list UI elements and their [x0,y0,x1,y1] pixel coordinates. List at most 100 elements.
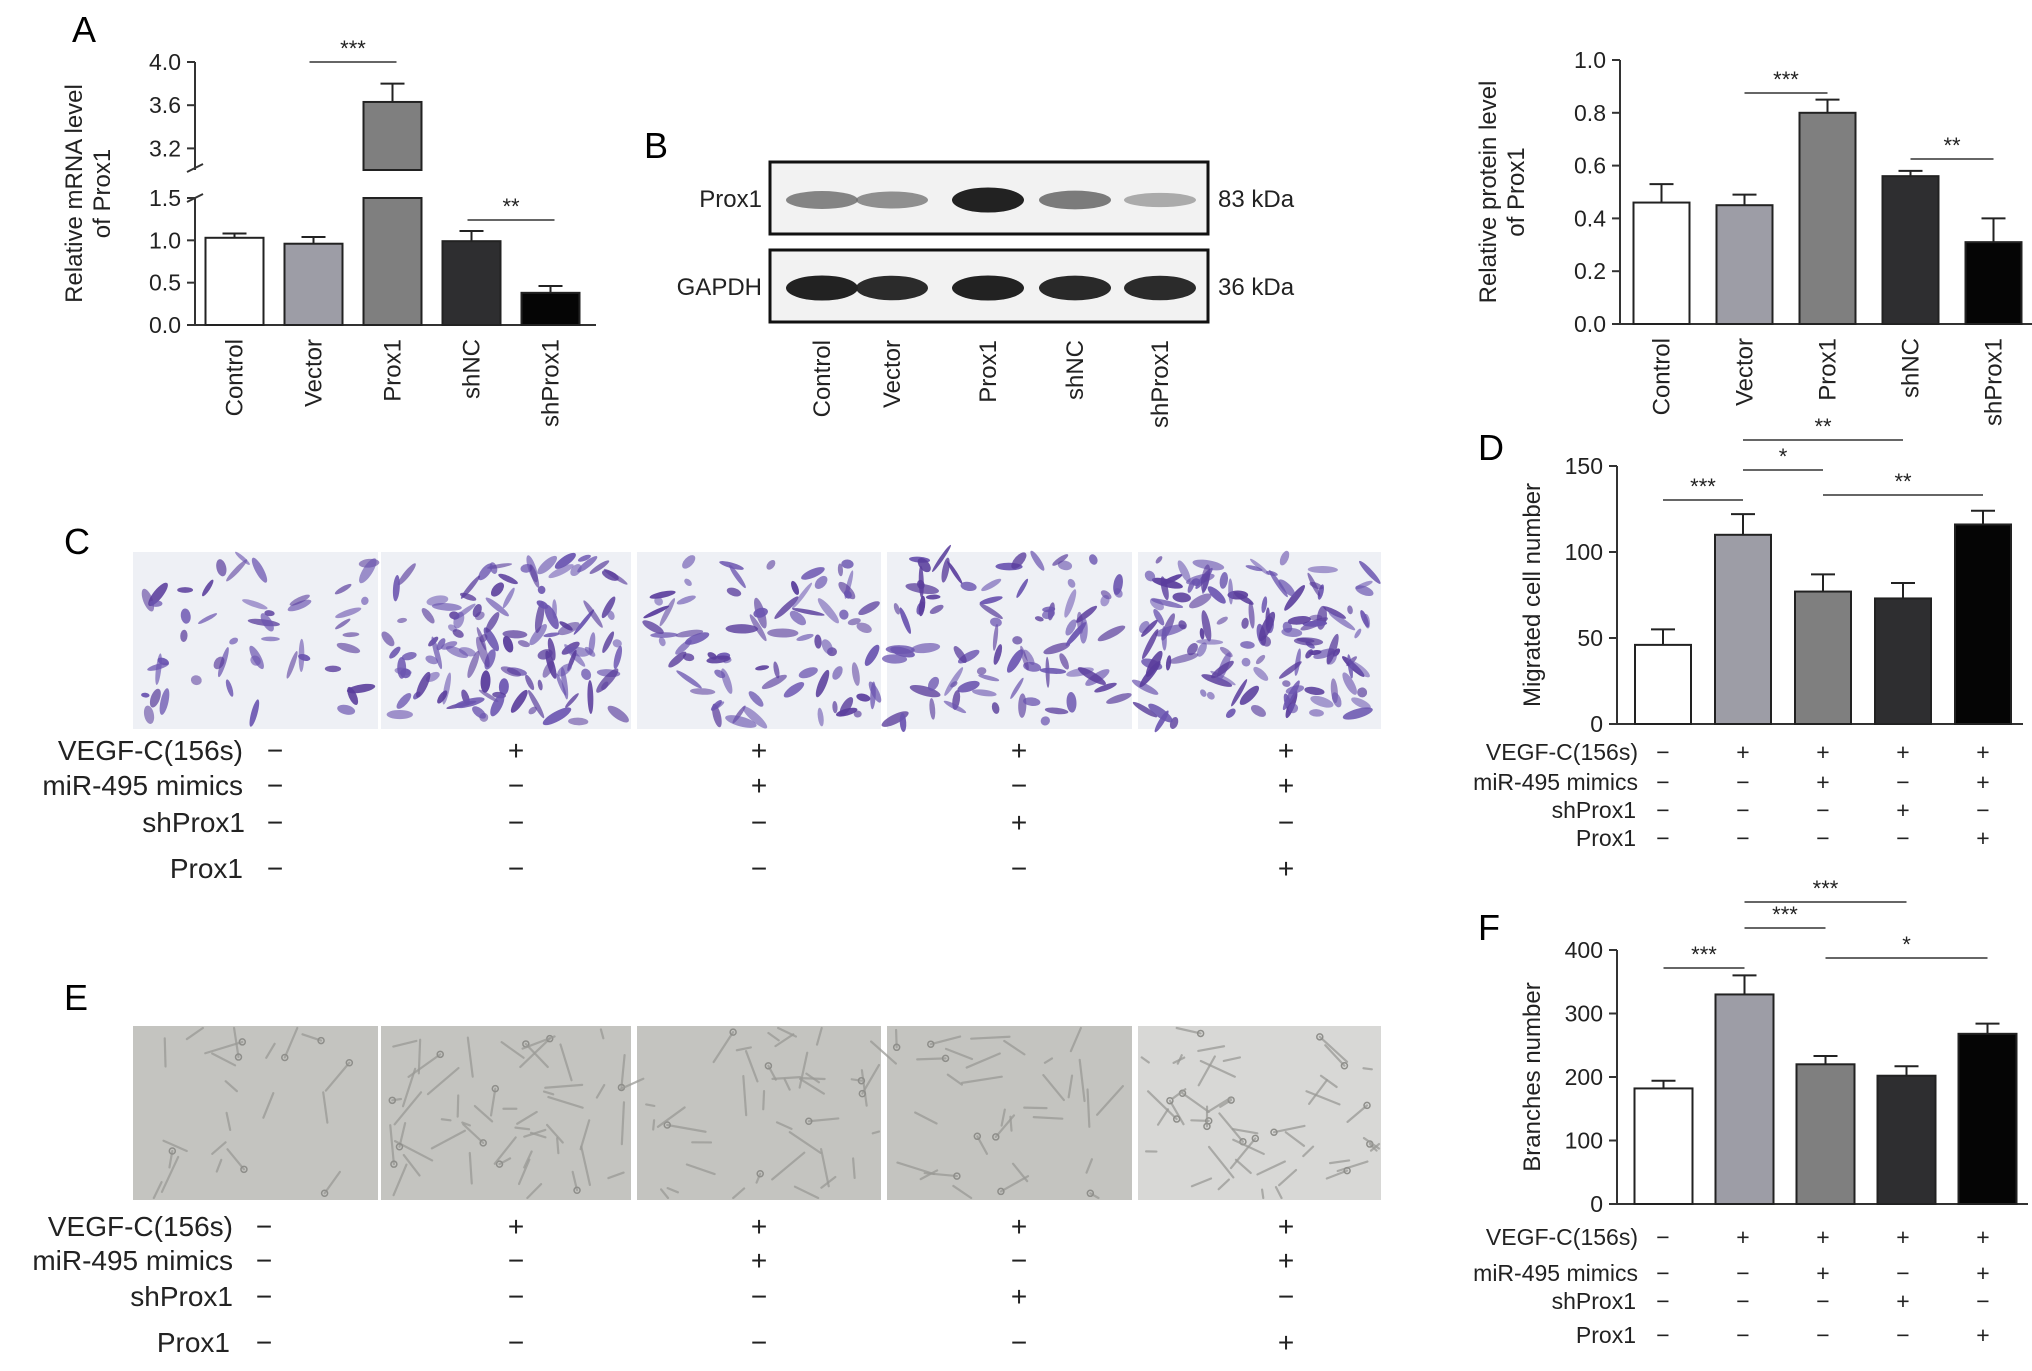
blot-band [786,275,858,300]
tube-segment [653,1120,654,1129]
x-category-label: Control [1649,338,1676,415]
bar [1955,524,2011,724]
y-tick-label: 0.6 [1574,153,1606,179]
y-tick-label: 1.0 [1574,47,1606,73]
bar [1800,113,1856,324]
blot-band [1124,193,1196,207]
treatment-sign: − [1736,1288,1749,1314]
treatment-sign: − [1278,1281,1294,1312]
y-axis-label: Relative protein levelof Prox1 [1475,81,1530,304]
treatment-sign: − [1011,853,1027,884]
y-tick-label: 3.6 [149,92,181,118]
treatment-label: miR-495 mimics [1473,1260,1638,1286]
treatment-sign: − [1656,769,1669,795]
treatment-sign: + [1896,797,1909,823]
treatment-label: VEGF-C(156s) [58,735,243,766]
x-category-label: Prox1 [380,339,407,402]
treatment-sign: + [1896,1224,1909,1250]
treatment-sign: − [1816,825,1829,851]
treatment-sign: − [508,1245,524,1276]
treatment-label: VEGF-C(156s) [1486,739,1638,765]
treatment-sign: − [1816,1288,1829,1314]
treatment-label: miR-495 mimics [1473,769,1638,795]
treatment-sign: + [751,1245,767,1276]
treatment-sign: − [751,1281,767,1312]
treatment-sign: + [508,735,524,766]
treatment-sign: + [1011,807,1027,838]
bar [285,244,343,325]
treatment-sign: + [1278,853,1294,884]
treatment-sign: + [1816,739,1829,765]
bar [1634,203,1690,324]
treatment-sign: − [751,853,767,884]
panel-label-c: C [64,521,90,562]
treatment-label: VEGF-C(156s) [48,1211,233,1242]
treatment-sign: + [1278,1245,1294,1276]
x-category-label: Control [222,339,249,416]
significance-label: * [1902,932,1911,957]
treatment-sign: − [1896,1322,1909,1348]
tube-segment [392,1099,401,1100]
significance-label: *** [1773,67,1799,92]
treatment-sign: + [1011,1281,1027,1312]
treatment-label: miR-495 mimics [42,770,243,801]
bar [1883,176,1939,324]
treatment-sign: − [1656,1288,1669,1314]
tube-segment [557,1138,558,1153]
blot-band [952,187,1024,212]
y-tick-label: 100 [1565,1128,1603,1154]
blot-lane-label: Vector [879,340,906,408]
treatment-sign: − [1976,797,1989,823]
treatment-table-e: VEGF-C(156s)−++++miR-495 mimics−−+−+shPr… [32,1211,1294,1358]
bar [1797,1064,1855,1204]
treatment-sign: − [751,1327,767,1358]
y-tick-label: 1.0 [149,227,181,253]
treatment-sign: − [1896,1260,1909,1286]
y-tick-label: 0.4 [1574,205,1606,231]
treatment-sign: − [508,853,524,884]
blot-band [786,191,858,209]
treatment-sign: − [1736,1322,1749,1348]
tube-segment [646,1104,654,1106]
y-tick-label: 50 [1577,625,1603,651]
treatment-sign: + [1976,825,1989,851]
treatment-sign: + [1816,1260,1829,1286]
significance-label: ** [1894,469,1912,494]
blot-row-label: GAPDH [677,274,762,301]
blot-band [1039,276,1111,301]
significance-label: ** [1814,414,1832,439]
treatment-sign: − [1736,1260,1749,1286]
y-tick-label: 150 [1565,453,1603,479]
treatment-label: shProx1 [1552,797,1636,823]
x-category-label: shNC [1898,338,1925,398]
treatment-sign: − [1736,825,1749,851]
treatment-sign: + [1278,735,1294,766]
y-axis-label: Branches number [1519,982,1546,1171]
treatment-sign: − [1656,825,1669,851]
y-axis-label-line: of Prox1 [1503,147,1530,236]
treatment-sign: + [1011,735,1027,766]
y-axis-label-line: Relative mRNA level [61,84,88,303]
treatment-sign: − [267,770,283,801]
bar [1959,1034,2017,1204]
blot-row-label: Prox1 [699,186,762,213]
y-tick-label: 0.0 [1574,311,1606,337]
blot-lane-label: Prox1 [975,340,1002,403]
y-axis-label-line: Branches number [1519,982,1546,1171]
panel-label-a: A [72,9,96,50]
treatment-sign: + [1976,739,1989,765]
treatment-sign: + [1976,1224,1989,1250]
treatment-sign: − [267,735,283,766]
treatment-sign: − [751,807,767,838]
y-tick-label: 4.0 [149,49,181,75]
treatment-sign: − [256,1211,272,1242]
significance-label: ** [502,194,520,219]
treatment-sign: − [256,1281,272,1312]
tube-formation-images [133,1026,1381,1200]
treatment-sign: − [1011,770,1027,801]
treatment-sign: + [1976,1322,1989,1348]
bar [1878,1076,1936,1204]
